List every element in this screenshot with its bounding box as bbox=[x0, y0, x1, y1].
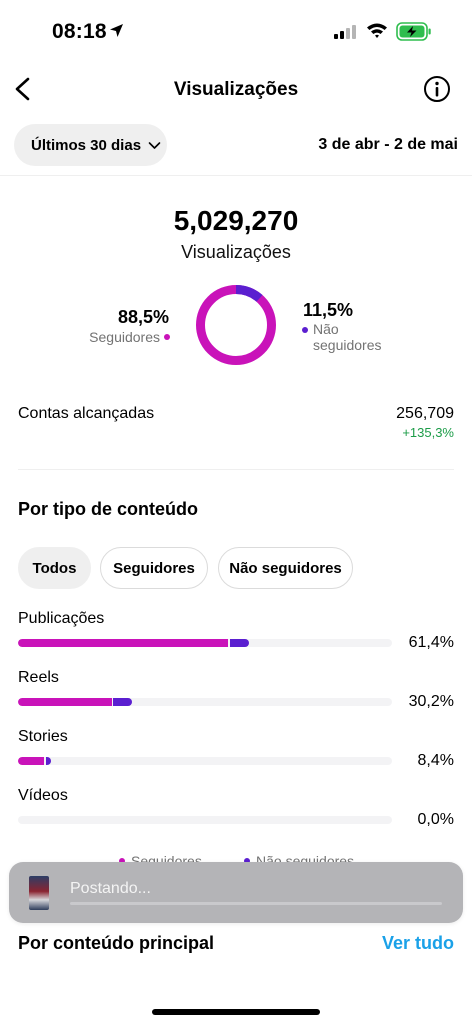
period-label: Últimos 30 dias bbox=[31, 136, 142, 154]
cellular-signal-icon bbox=[334, 25, 356, 39]
followers-percentage: 88,5% bbox=[117, 307, 169, 327]
nav-bar: Visualizações bbox=[0, 62, 472, 116]
total-views-value: 5,029,270 bbox=[173, 205, 299, 236]
status-bar: 08:18 bbox=[0, 0, 472, 62]
content-bar-reels bbox=[18, 698, 392, 706]
content-row-pct-stories: 8,4% bbox=[417, 752, 454, 769]
filter-non-followers-pill[interactable]: Não seguidores bbox=[218, 547, 353, 589]
content-row-label-posts: Publicações bbox=[18, 610, 105, 627]
location-arrow-icon bbox=[110, 24, 123, 37]
bar-non-followers-segment bbox=[45, 757, 51, 765]
posting-toast[interactable]: Postando... bbox=[9, 862, 463, 923]
content-row-label-stories: Stories bbox=[18, 728, 68, 745]
content-row-pct-videos: 0,0% bbox=[417, 811, 454, 828]
followers-label: Seguidores bbox=[89, 329, 160, 345]
content-row-label-videos: Vídeos bbox=[18, 787, 68, 804]
period-dropdown-button[interactable]: Últimos 30 dias bbox=[14, 124, 167, 166]
non-followers-label-line1: Não bbox=[313, 321, 339, 337]
content-bar-stories bbox=[18, 757, 392, 765]
status-time: 08:18 bbox=[52, 20, 107, 43]
followers-legend: Seguidores bbox=[89, 329, 170, 345]
home-indicator bbox=[152, 1009, 320, 1015]
content-bar-posts bbox=[18, 639, 392, 647]
content-row-pct-posts: 61,4% bbox=[408, 634, 454, 651]
non-followers-label-line2: seguidores bbox=[313, 337, 382, 353]
non-followers-dot bbox=[302, 327, 308, 333]
date-range: 3 de abr - 2 de mai bbox=[318, 136, 458, 153]
bar-followers-segment bbox=[18, 639, 229, 647]
divider bbox=[18, 469, 454, 470]
posting-progress-bar bbox=[70, 902, 442, 905]
back-chevron-icon[interactable] bbox=[12, 76, 36, 102]
legend-non-followers-dot bbox=[244, 858, 250, 864]
non-followers-label: Não seguidores bbox=[313, 321, 382, 353]
accounts-reached-change: +135,3% bbox=[402, 425, 454, 440]
accounts-reached-value: 256,709 bbox=[396, 405, 454, 422]
main-content-title: Por conteúdo principal bbox=[18, 933, 215, 953]
followers-dot bbox=[164, 334, 170, 340]
see-all-link[interactable]: Ver tudo bbox=[381, 933, 454, 953]
non-followers-legend: Não seguidores bbox=[302, 321, 382, 353]
posting-status-text: Postando... bbox=[70, 880, 151, 897]
page-title: Visualizações bbox=[173, 79, 299, 100]
battery-charging-icon bbox=[396, 22, 431, 41]
content-bar-videos bbox=[18, 816, 392, 824]
views-donut-chart bbox=[196, 285, 276, 365]
bar-non-followers-segment bbox=[229, 639, 250, 647]
non-followers-arc bbox=[196, 285, 276, 365]
filter-followers-pill[interactable]: Seguidores bbox=[100, 547, 208, 589]
info-icon[interactable] bbox=[423, 75, 451, 103]
non-followers-percentage: 11,5% bbox=[303, 300, 354, 320]
date-filter-row: Últimos 30 dias 3 de abr - 2 de mai bbox=[0, 118, 472, 176]
content-type-title: Por tipo de conteúdo bbox=[18, 499, 198, 519]
wifi-icon bbox=[367, 23, 387, 38]
post-thumbnail bbox=[29, 876, 49, 910]
total-views-label: Visualizações bbox=[181, 242, 291, 262]
content-row-label-reels: Reels bbox=[18, 669, 59, 686]
bar-followers-segment bbox=[18, 698, 112, 706]
accounts-reached-label: Contas alcançadas bbox=[18, 405, 155, 422]
content-row-pct-reels: 30,2% bbox=[408, 693, 454, 710]
bar-non-followers-segment bbox=[112, 698, 133, 706]
chevron-down-icon bbox=[148, 141, 161, 149]
filter-all-pill[interactable]: Todos bbox=[18, 547, 91, 589]
legend-followers-dot bbox=[119, 858, 125, 864]
bar-followers-segment bbox=[18, 757, 45, 765]
